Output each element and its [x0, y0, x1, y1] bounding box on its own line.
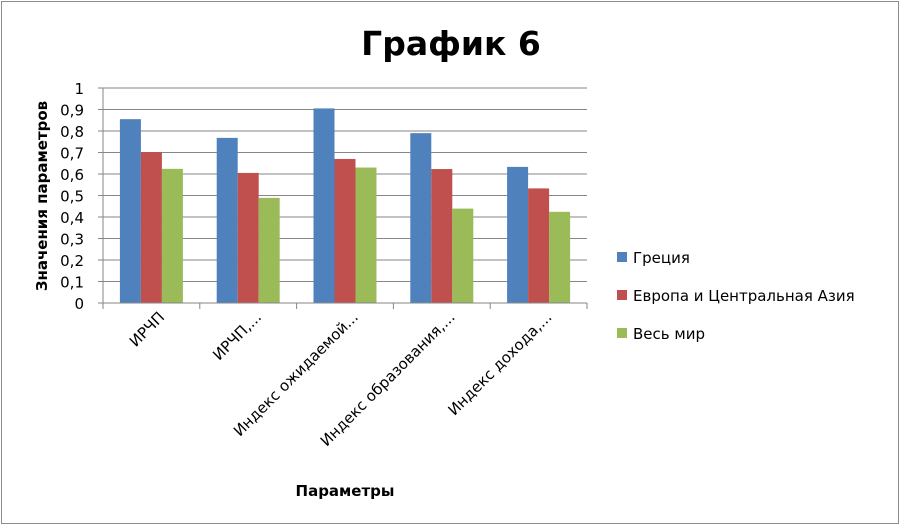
x-category-label: ИРЧП — [126, 308, 168, 350]
y-tick-label: 0,3 — [60, 231, 84, 249]
bar — [161, 168, 183, 303]
bar — [237, 172, 259, 303]
y-tick-label: 0,5 — [60, 188, 84, 206]
chart-title: График 6 — [361, 24, 541, 63]
bar — [119, 119, 141, 303]
axes — [102, 88, 588, 309]
legend-label: Европа и Центральная Азия — [633, 287, 855, 305]
bar — [258, 197, 280, 303]
bar — [507, 166, 529, 303]
bar — [549, 211, 571, 303]
y-tick-label: 0,7 — [60, 145, 84, 163]
legend-swatch — [617, 290, 627, 300]
x-axis-title: Параметры — [296, 482, 395, 500]
legend-label: Весь мир — [633, 325, 705, 343]
legend-swatch — [617, 328, 627, 338]
y-tick-label: 0,6 — [60, 166, 84, 184]
bar — [528, 188, 550, 303]
legend-label: Греция — [633, 249, 690, 267]
y-tick-labels: 0 0,1 0,2 0,3 0,4 0,5 0,6 0,7 0,8 0,9 1 — [60, 80, 84, 313]
bar — [355, 167, 377, 303]
y-tick-label: 1 — [74, 80, 84, 98]
bar — [452, 208, 474, 303]
bar — [140, 152, 162, 303]
x-category-labels: ИРЧП ИРЧП,...Индекс ожидаемой...Индекс об… — [126, 308, 556, 450]
x-category-label: Индекс дохода,... — [444, 308, 555, 419]
y-tick-label: 0,2 — [60, 252, 84, 270]
bar — [334, 158, 356, 303]
y-tick-label: 0,4 — [60, 209, 84, 227]
y-tick-label: 0 — [74, 295, 84, 313]
y-tick-label: 0,1 — [60, 274, 84, 292]
y-axis-title: Значения параметров — [33, 101, 51, 291]
x-category-label: ИРЧП,... — [209, 308, 265, 364]
legend-swatch — [617, 252, 627, 262]
bar — [410, 133, 432, 303]
bar — [313, 108, 335, 303]
bars — [119, 108, 571, 303]
y-tick-label: 0,8 — [60, 123, 84, 141]
bar — [431, 169, 453, 303]
legend: Греция Европа и Центральная Азия Весь мир — [617, 249, 855, 343]
y-tick-label: 0,9 — [60, 102, 84, 120]
bar — [216, 137, 238, 303]
